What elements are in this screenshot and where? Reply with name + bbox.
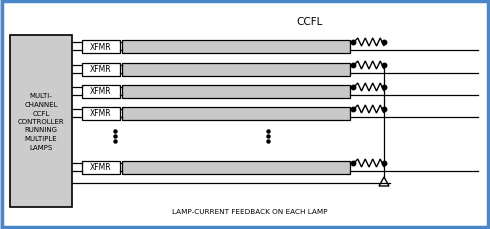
Bar	[82, 63, 120, 76]
Text: XFMR: XFMR	[90, 109, 112, 118]
Bar	[122, 63, 350, 76]
FancyBboxPatch shape	[2, 2, 488, 227]
Bar	[82, 85, 120, 98]
Bar	[82, 107, 120, 120]
Text: XFMR: XFMR	[90, 42, 112, 51]
Bar	[122, 107, 350, 120]
Text: CCFL: CCFL	[297, 17, 323, 27]
Bar	[82, 161, 120, 174]
Text: XFMR: XFMR	[90, 87, 112, 96]
Text: MULTI-
CHANNEL
CCFL
CONTROLLER
RUNNING
MULTIPLE
LAMPS: MULTI- CHANNEL CCFL CONTROLLER RUNNING M…	[18, 93, 64, 150]
Bar	[122, 40, 350, 53]
Text: LAMP-CURRENT FEEDBACK ON EACH LAMP: LAMP-CURRENT FEEDBACK ON EACH LAMP	[172, 208, 328, 214]
Bar	[122, 161, 350, 174]
Bar	[82, 40, 120, 53]
Bar	[122, 85, 350, 98]
Text: XFMR: XFMR	[90, 163, 112, 172]
Text: XFMR: XFMR	[90, 65, 112, 74]
Bar	[10, 36, 72, 207]
